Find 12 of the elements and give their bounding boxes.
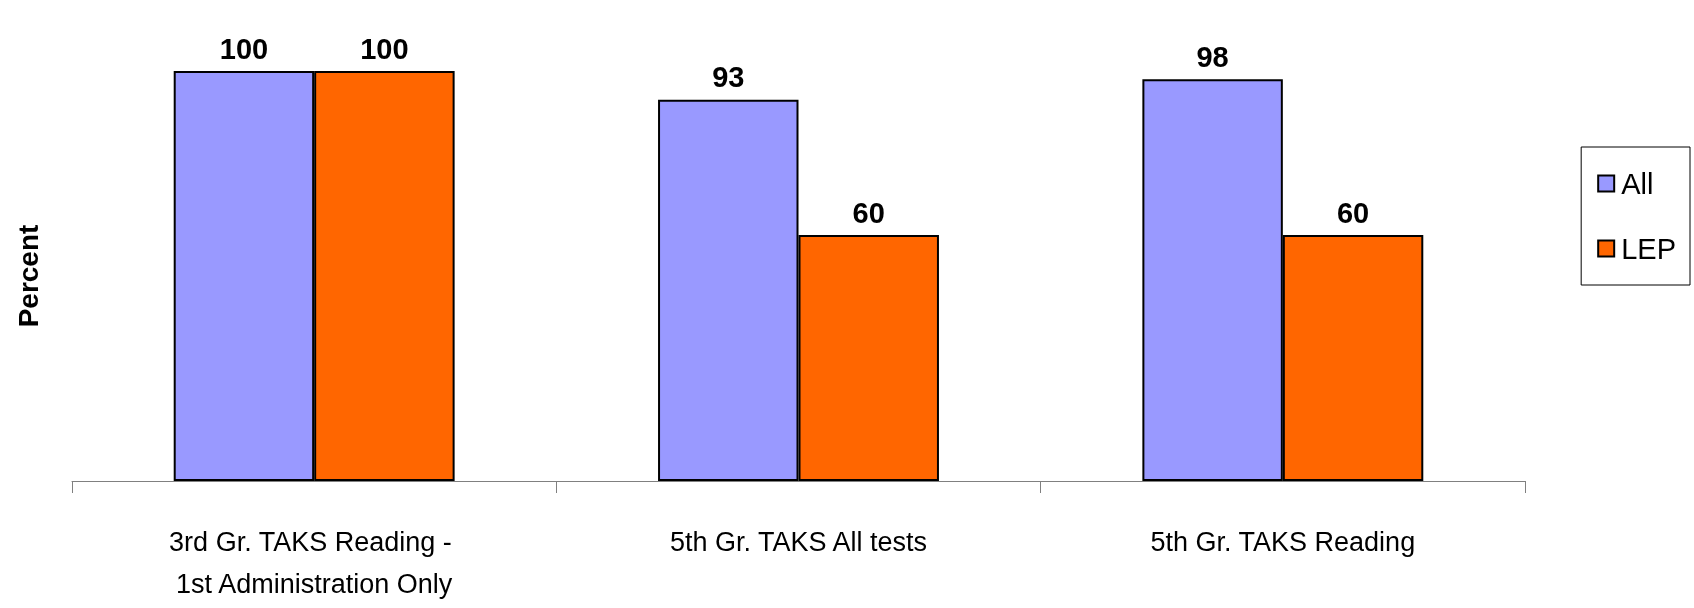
legend-label: All (1621, 167, 1654, 200)
data-label: 98 (1196, 40, 1229, 73)
data-label: 93 (712, 61, 745, 94)
legend-label: LEP (1621, 232, 1677, 265)
data-label: 100 (219, 32, 269, 65)
x-tick-label: 5th Gr. TAKS All tests (669, 527, 928, 557)
x-tick-label: 5th Gr. TAKS Reading (1150, 527, 1416, 557)
data-label: 60 (852, 196, 885, 229)
data-label: 60 (1336, 196, 1370, 229)
x-tick-label: 3rd Gr. TAKS Reading - 1st Administration Only (169, 527, 460, 599)
data-label: 100 (360, 32, 409, 65)
y-axis-title: Percent (12, 224, 44, 328)
